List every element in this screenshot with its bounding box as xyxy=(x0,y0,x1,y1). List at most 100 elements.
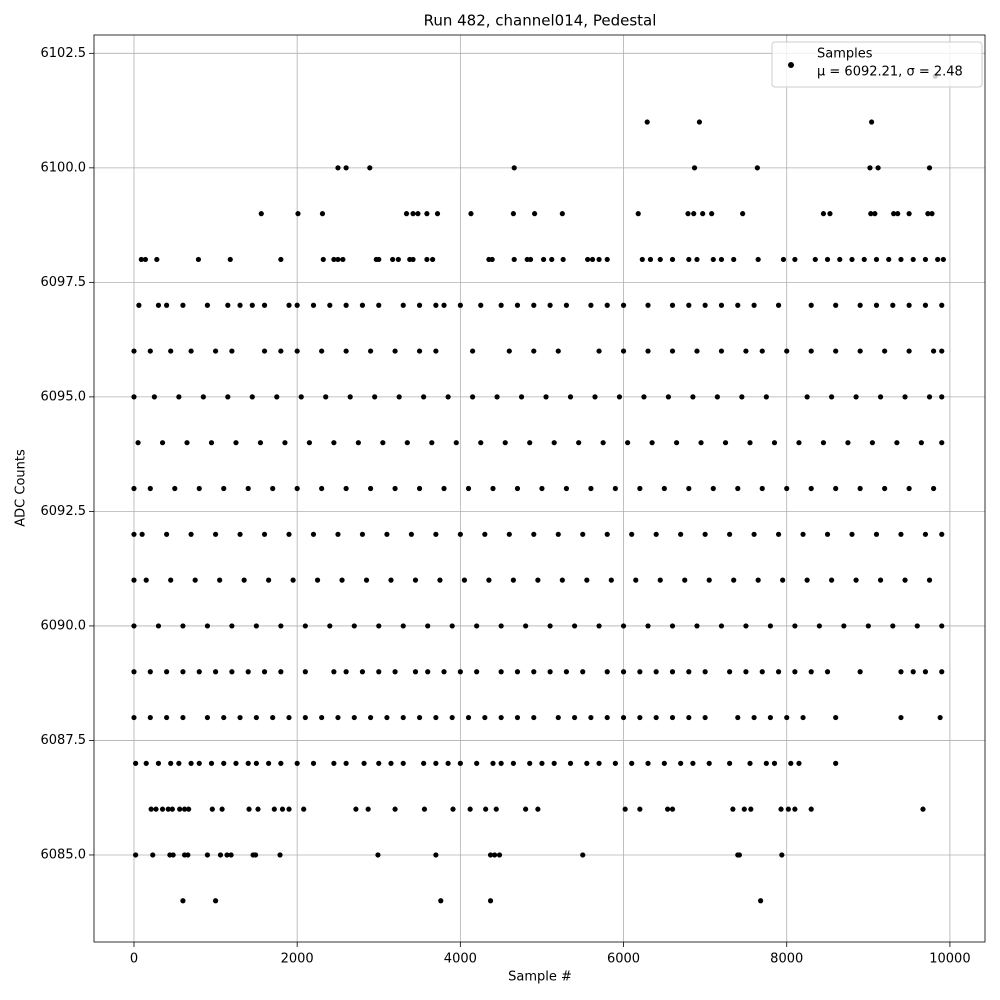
x-axis-label: Sample # xyxy=(508,970,572,985)
data-point xyxy=(343,485,349,492)
data-point xyxy=(404,440,410,446)
data-point xyxy=(669,623,676,629)
data-point xyxy=(580,669,586,675)
data-point xyxy=(286,714,292,721)
data-point xyxy=(796,760,802,766)
data-point xyxy=(779,852,785,858)
data-point xyxy=(361,760,367,766)
data-point xyxy=(691,211,697,217)
data-point xyxy=(596,256,602,263)
data-point xyxy=(940,256,946,263)
data-point xyxy=(629,760,635,766)
data-point xyxy=(164,669,170,675)
data-point xyxy=(245,760,251,766)
data-point xyxy=(131,669,137,675)
data-point xyxy=(142,256,149,263)
data-point xyxy=(539,760,545,766)
data-point xyxy=(327,302,333,308)
data-point xyxy=(898,256,904,263)
data-point xyxy=(748,806,754,812)
data-point xyxy=(249,394,255,400)
data-point xyxy=(437,577,443,583)
data-point xyxy=(875,165,881,171)
data-point xyxy=(935,256,941,263)
data-point xyxy=(343,348,349,354)
data-point xyxy=(886,256,892,263)
data-point xyxy=(920,806,926,812)
data-point xyxy=(133,760,139,766)
data-point xyxy=(496,852,503,858)
data-point xyxy=(181,806,188,812)
data-point xyxy=(612,485,618,492)
data-point xyxy=(808,302,814,308)
data-point xyxy=(474,623,480,629)
data-point xyxy=(274,394,280,400)
data-point xyxy=(759,669,765,675)
data-point xyxy=(196,669,202,675)
data-point xyxy=(192,577,198,583)
data-point xyxy=(396,394,402,400)
data-point xyxy=(778,806,784,812)
data-point xyxy=(824,531,831,537)
data-point xyxy=(686,256,692,263)
data-point xyxy=(784,714,790,721)
data-point xyxy=(237,531,243,537)
data-point xyxy=(139,531,145,537)
data-point xyxy=(424,256,430,263)
data-point xyxy=(775,669,782,675)
data-point xyxy=(185,852,191,858)
data-point xyxy=(249,302,255,308)
data-point xyxy=(829,577,835,583)
data-point xyxy=(255,806,261,812)
data-point xyxy=(467,806,473,812)
data-point xyxy=(906,485,912,492)
data-point xyxy=(731,577,737,583)
data-point xyxy=(302,714,308,721)
data-point xyxy=(478,440,484,446)
data-point xyxy=(195,256,202,263)
data-point xyxy=(368,348,374,354)
data-point xyxy=(647,256,654,263)
data-point xyxy=(702,531,708,537)
data-point xyxy=(331,669,337,675)
data-point xyxy=(702,714,708,721)
data-point xyxy=(168,577,174,583)
data-point xyxy=(482,531,488,537)
data-point xyxy=(824,669,831,675)
data-point xyxy=(784,348,790,354)
data-point xyxy=(498,302,504,308)
data-point xyxy=(898,714,904,721)
data-point xyxy=(857,302,863,308)
data-point xyxy=(212,531,219,537)
data-point xyxy=(335,714,341,721)
data-point xyxy=(612,760,618,766)
data-point xyxy=(343,669,349,675)
data-point xyxy=(555,714,561,721)
data-point xyxy=(147,348,153,354)
data-point xyxy=(433,302,439,308)
data-point xyxy=(376,256,382,263)
data-point xyxy=(465,714,472,721)
data-point xyxy=(669,348,676,354)
data-point xyxy=(343,302,349,308)
data-point xyxy=(939,348,945,354)
data-point xyxy=(457,760,463,766)
data-point xyxy=(392,806,398,812)
data-point xyxy=(531,348,537,354)
data-point xyxy=(829,394,835,400)
data-point xyxy=(784,485,790,492)
data-point xyxy=(718,256,725,263)
data-point xyxy=(388,577,394,583)
data-point xyxy=(511,165,517,171)
data-point xyxy=(877,577,884,583)
data-point xyxy=(540,256,547,263)
data-point xyxy=(229,623,235,629)
data-point xyxy=(877,394,884,400)
data-point xyxy=(131,531,137,537)
data-point xyxy=(747,440,753,446)
data-point xyxy=(604,302,610,308)
data-point xyxy=(228,852,234,858)
data-point xyxy=(939,302,945,308)
x-tick-label: 2000 xyxy=(281,952,314,967)
